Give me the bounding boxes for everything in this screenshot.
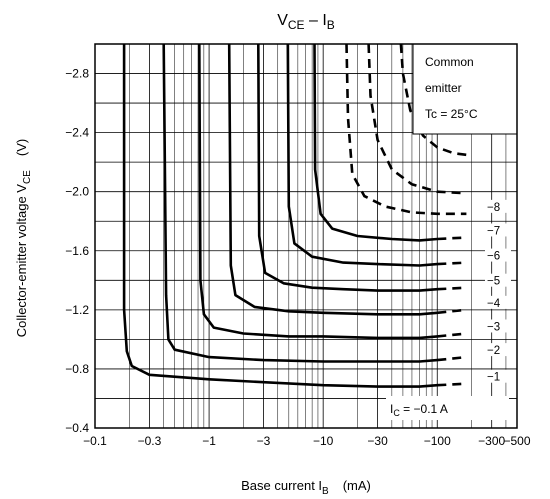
annotation-box: Common emitter Tc = 25°C bbox=[412, 43, 518, 135]
x-tick-label: −30 bbox=[367, 434, 388, 448]
curve-label: −5 bbox=[487, 276, 500, 288]
curve-label: −4 bbox=[487, 298, 501, 310]
y-tick-label: −1.6 bbox=[65, 244, 89, 258]
curve-3-solid bbox=[198, 43, 438, 340]
ic-label-box: IC = −0.1 A bbox=[386, 396, 509, 420]
curve-labels: −1 −2 −3 −4 −5 −6 −7 −8 bbox=[485, 199, 511, 384]
curve-5-solid bbox=[257, 43, 438, 292]
curve-2-solid bbox=[162, 43, 438, 363]
annotation-line-1: Common bbox=[425, 55, 474, 69]
y-tick-label: −0.4 bbox=[65, 421, 89, 435]
curve-label-bg bbox=[485, 199, 511, 213]
curve-1-dashed bbox=[437, 382, 467, 387]
curve-10-dashed bbox=[399, 43, 467, 157]
curve-label: −7 bbox=[487, 225, 500, 237]
x-tick-labels: −0.1 −0.3 −1 −3 −10 −30 −100 −300−500 bbox=[83, 434, 531, 448]
curve-8-dashed bbox=[345, 43, 467, 216]
y-tick-label: −1.2 bbox=[65, 303, 89, 317]
curve-5-dashed bbox=[437, 286, 467, 291]
y-tick-label: −0.8 bbox=[65, 362, 89, 376]
y-tick-label: −2.0 bbox=[65, 185, 89, 199]
y-tick-labels: −0.4 −0.8 −1.2 −1.6 −2.0 −2.4 −2.8 bbox=[65, 67, 89, 435]
x-tick-label: −3 bbox=[257, 434, 271, 448]
curve-label-bg bbox=[485, 343, 511, 357]
curve-label: −3 bbox=[487, 321, 500, 333]
x-tick-label: −1 bbox=[202, 434, 216, 448]
curve-6-dashed bbox=[437, 261, 467, 266]
y-axis-label: Collector-emitter voltage VCE(V) bbox=[14, 139, 33, 337]
curve-label-bg bbox=[485, 223, 511, 237]
x-tick-label: −10 bbox=[313, 434, 334, 448]
ic-label: IC = −0.1 A bbox=[390, 402, 448, 418]
curve-label-bg bbox=[485, 248, 511, 262]
plot-frame bbox=[94, 43, 518, 429]
y-tick-label: −2.8 bbox=[65, 67, 89, 81]
x-tick-label: −100 bbox=[424, 434, 451, 448]
curve-4-dashed bbox=[437, 308, 467, 315]
annotation-line-2: emitter bbox=[425, 81, 462, 95]
curve-label-bg bbox=[485, 295, 511, 309]
curve-label: −1 bbox=[487, 372, 500, 384]
curves bbox=[122, 43, 467, 388]
curve-7-solid bbox=[313, 43, 438, 242]
curve-9-dashed bbox=[367, 43, 467, 195]
x-tick-label: −0.3 bbox=[138, 434, 162, 448]
x-tick-label: −500 bbox=[503, 434, 530, 448]
grid bbox=[95, 44, 517, 428]
curve-label: −8 bbox=[487, 202, 500, 214]
curve-2-dashed bbox=[437, 355, 467, 362]
curve-6-solid bbox=[286, 43, 438, 267]
chart-title: VCE – IB bbox=[277, 12, 335, 32]
x-axis-label: Base current IB (mA) bbox=[241, 478, 371, 497]
curve-label: −6 bbox=[487, 251, 500, 263]
y-tick-label: −2.4 bbox=[65, 126, 89, 140]
x-tick-label: −0.1 bbox=[83, 434, 107, 448]
curve-label-bg bbox=[485, 369, 511, 383]
x-tick-label: −300 bbox=[478, 434, 505, 448]
curve-4-solid bbox=[227, 43, 438, 316]
curve-7-dashed bbox=[437, 236, 467, 241]
curve-label-bg bbox=[485, 273, 511, 287]
annotation-line-3: Tc = 25°C bbox=[425, 107, 478, 121]
curve-3-dashed bbox=[437, 332, 467, 338]
curve-1-solid bbox=[122, 44, 438, 388]
curve-label-bg bbox=[485, 319, 511, 333]
curve-label: −2 bbox=[487, 345, 500, 357]
